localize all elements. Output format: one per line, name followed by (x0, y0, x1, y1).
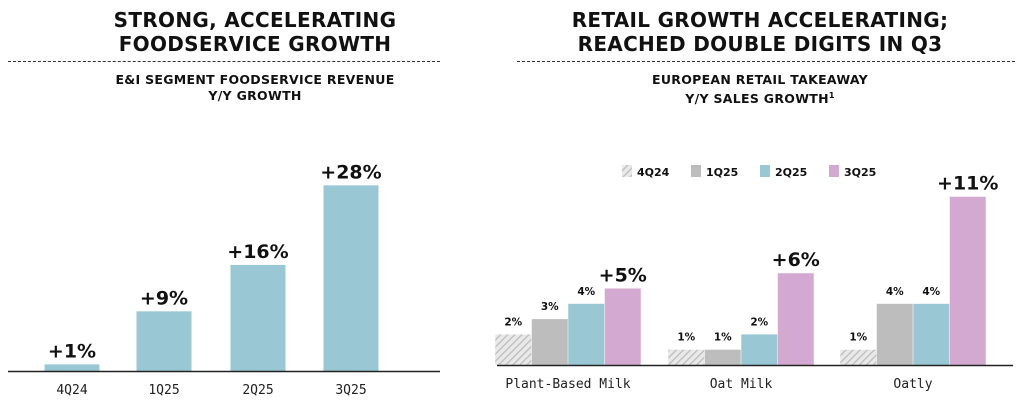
bar-oatly-1q25 (876, 303, 913, 365)
left-title-line1: STRONG, ACCELERATING (113, 8, 397, 32)
x-tick-label-3q25: 3Q25 (335, 383, 366, 398)
data-label-plant-based-milk-1q25: 3% (541, 301, 559, 313)
bar-plant-based-milk-2q25 (568, 303, 605, 365)
right-chart-subtitle: EUROPEAN RETAIL TAKEAWAY Y/Y SALES GROWT… (520, 72, 1000, 107)
data-label-oat-milk-4q24: 1% (677, 332, 695, 344)
right-title-line1: RETAIL GROWTH ACCELERATING; (571, 8, 949, 32)
bar-3q25 (323, 185, 379, 371)
bar-2q25 (230, 264, 286, 371)
left-subtitle-line2: Y/Y GROWTH (208, 88, 302, 103)
legend: 4Q24 1Q25 2Q25 3Q25 (622, 165, 876, 179)
x-tick-label-2q25: 2Q25 (242, 383, 273, 398)
data-label-3q25: +28% (320, 161, 381, 183)
x-tick-label-plant-based-milk: Plant-Based Milk (505, 377, 630, 392)
bar-oat-milk-2q25 (741, 334, 778, 365)
left-chart-subtitle: E&I SEGMENT FOODSERVICE REVENUE Y/Y GROW… (40, 72, 470, 104)
left-panel-title: STRONG, ACCELERATING FOODSERVICE GROWTH (40, 8, 470, 56)
bar-oatly-4q24 (840, 349, 877, 365)
data-label-oatly-3q25: +11% (937, 173, 998, 195)
right-title-line2: REACHED DOUBLE DIGITS IN Q3 (577, 32, 943, 56)
bar-oat-milk-1q25 (704, 349, 741, 365)
legend-label-4q24: 4Q24 (637, 166, 670, 179)
right-divider (517, 61, 1015, 62)
data-label-4q24: +1% (48, 340, 96, 362)
footnote-marker: 1 (828, 91, 835, 100)
bar-plant-based-milk-1q25 (531, 319, 568, 365)
data-label-2q25: +16% (227, 241, 288, 263)
data-label-oat-milk-3q25: +6% (772, 249, 820, 271)
data-label-plant-based-milk-2q25: 4% (577, 286, 595, 298)
data-label-oatly-2q25: 4% (922, 286, 940, 298)
bar-oatly-3q25 (949, 196, 986, 365)
right-subtitle-line2: Y/Y SALES GROWTH (685, 91, 829, 107)
x-tick-label-1q25: 1Q25 (148, 383, 179, 398)
legend-label-2q25: 2Q25 (775, 166, 807, 179)
data-label-oat-milk-2q25: 2% (750, 316, 768, 328)
bar-oat-milk-4q24 (668, 349, 705, 365)
legend-label-1q25: 1Q25 (706, 166, 738, 179)
data-label-oatly-4q24: 1% (849, 332, 867, 344)
data-label-oatly-1q25: 4% (886, 286, 904, 298)
bar-plant-based-milk-3q25 (604, 288, 641, 365)
x-tick-label-oatly: Oatly (893, 377, 932, 392)
legend-swatch-2q25 (760, 165, 770, 177)
left-divider (8, 61, 440, 62)
legend-swatch-3q25 (829, 165, 839, 177)
data-label-1q25: +9% (140, 287, 188, 309)
data-label-plant-based-milk-4q24: 2% (504, 316, 522, 328)
legend-swatch-4q24 (622, 165, 632, 177)
bar-1q25 (136, 311, 192, 371)
x-tick-label-oat-milk: Oat Milk (710, 377, 773, 392)
x-tick-label-4q24: 4Q24 (56, 383, 87, 398)
right-subtitle-line1: EUROPEAN RETAIL TAKEAWAY (651, 72, 868, 87)
bar-4q24 (44, 364, 100, 371)
right-grouped-bar-chart: 2% 3% 4% +5% Plant-Based Milk 1% 1% 2% +6% Oat Mi… (495, 165, 1013, 392)
left-subtitle-line1: E&I SEGMENT FOODSERVICE REVENUE (115, 72, 395, 87)
data-label-oat-milk-1q25: 1% (714, 332, 732, 344)
bar-oatly-2q25 (913, 303, 950, 365)
right-panel-title: RETAIL GROWTH ACCELERATING; REACHED DOUB… (520, 8, 1000, 56)
bar-plant-based-milk-4q24 (495, 334, 532, 365)
legend-swatch-1q25 (691, 165, 701, 177)
left-bar-chart: +1% 4Q24 +9% 1Q25 +16% 2Q25 +28% 3Q25 (8, 161, 440, 398)
data-label-plant-based-milk-3q25: +5% (599, 265, 647, 287)
legend-label-3q25: 3Q25 (844, 166, 876, 179)
left-title-line2: FOODSERVICE GROWTH (118, 32, 392, 56)
bar-oat-milk-3q25 (777, 273, 814, 365)
